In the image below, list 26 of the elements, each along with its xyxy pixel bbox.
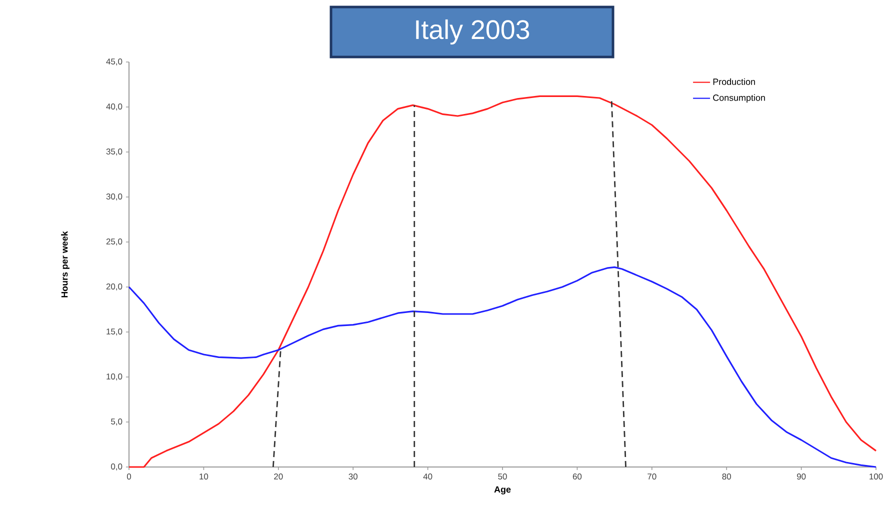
x-tick-label: 60 bbox=[572, 474, 582, 480]
y-tick-label: 35,0 bbox=[106, 148, 122, 156]
x-tick-label: 30 bbox=[348, 474, 358, 480]
y-axis-title: Hours per week bbox=[61, 231, 70, 298]
x-tick-label: 10 bbox=[200, 474, 208, 480]
chart-title: Italy 2003 bbox=[416, 19, 530, 45]
y-tick-label: 30,0 bbox=[106, 194, 122, 200]
x-tick-label: 80 bbox=[722, 474, 731, 480]
legend-label: Consumption bbox=[713, 94, 765, 103]
y-tick-label: 5,0 bbox=[111, 418, 122, 426]
y-tick-label: 10,0 bbox=[106, 374, 122, 380]
y-tick-label: 15,0 bbox=[106, 328, 122, 336]
y-tick-label: 0,0 bbox=[111, 464, 122, 470]
x-tick-label: 50 bbox=[498, 474, 507, 480]
x-tick-label: 0 bbox=[126, 474, 132, 480]
x-tick-label: 90 bbox=[796, 474, 806, 480]
x-tick-label: 40 bbox=[423, 474, 432, 480]
x-axis-title: Age bbox=[494, 486, 511, 494]
y-tick-label: 40,0 bbox=[106, 104, 122, 110]
y-tick-label: 20,0 bbox=[106, 284, 122, 290]
legend-label: Production bbox=[713, 78, 755, 85]
y-tick-label: 45,0 bbox=[106, 58, 122, 66]
x-tick-label: 70 bbox=[648, 474, 656, 480]
y-tick-label: 25,0 bbox=[106, 238, 122, 246]
x-tick-label: 100 bbox=[870, 474, 883, 480]
x-tick-label: 20 bbox=[274, 474, 283, 480]
